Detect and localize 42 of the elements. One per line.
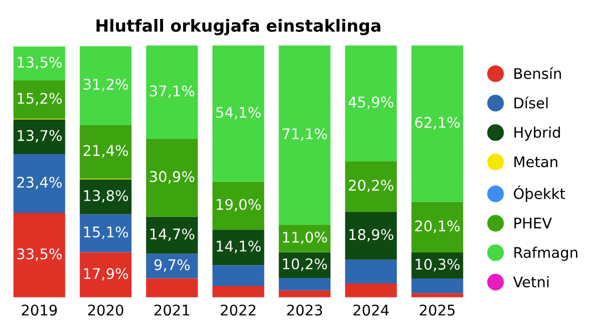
x-tick-label: 2024 (353, 304, 389, 316)
legend-label: PHEV (514, 218, 552, 228)
data-label: 15,2% (18, 92, 62, 106)
data-label: 11,0% (283, 232, 328, 244)
data-label: 54,1% (216, 106, 261, 120)
chart-title: Hlutfall orkugjafa einstaklinga (96, 18, 380, 36)
data-label: 13,5% (18, 56, 62, 70)
data-label: 33,5% (17, 248, 62, 261)
legend-label: Bensín (514, 67, 561, 80)
x-tick-label: 2023 (287, 304, 322, 316)
x-tick-label: 2025 (420, 304, 455, 316)
legend-label: Vetni (513, 276, 548, 288)
data-label: 62,1% (415, 116, 460, 130)
data-label: 9,7% (154, 259, 190, 272)
legend-label: Hybrid (514, 126, 560, 141)
data-label: 10,2% (283, 258, 328, 271)
data-label: 17,9% (84, 268, 128, 281)
legend-label: Óþekkt (514, 185, 565, 202)
data-label: 13,7% (18, 130, 62, 143)
data-label: 21,4% (84, 144, 128, 158)
data-label: 14,1% (216, 240, 261, 254)
legend-label: Metan (514, 156, 558, 168)
data-label: 71,1% (282, 128, 328, 141)
data-label: 45,9% (348, 96, 394, 110)
data-label: 18,9% (349, 228, 394, 242)
x-tick-label: 2020 (88, 304, 124, 316)
data-label: 37,1% (150, 85, 194, 98)
data-label: 30,9% (150, 171, 194, 184)
data-label: 20,2% (348, 180, 394, 192)
data-label: 14,7% (150, 228, 194, 242)
data-label: 15,1% (84, 226, 128, 239)
data-label: 20,1% (415, 220, 460, 233)
data-label: 19,0% (216, 198, 261, 212)
x-tick-label: 2019 (22, 304, 57, 316)
legend-label: Dísel (514, 96, 548, 108)
data-label: 23,4% (17, 176, 62, 190)
legend-label: Rafmagn (514, 246, 578, 261)
data-label: 13,8% (84, 190, 128, 203)
data-label: 10,3% (416, 258, 460, 272)
x-tick-label: 2021 (154, 304, 190, 316)
x-tick-label: 2022 (220, 304, 256, 316)
data-label: 31,2% (84, 78, 128, 92)
